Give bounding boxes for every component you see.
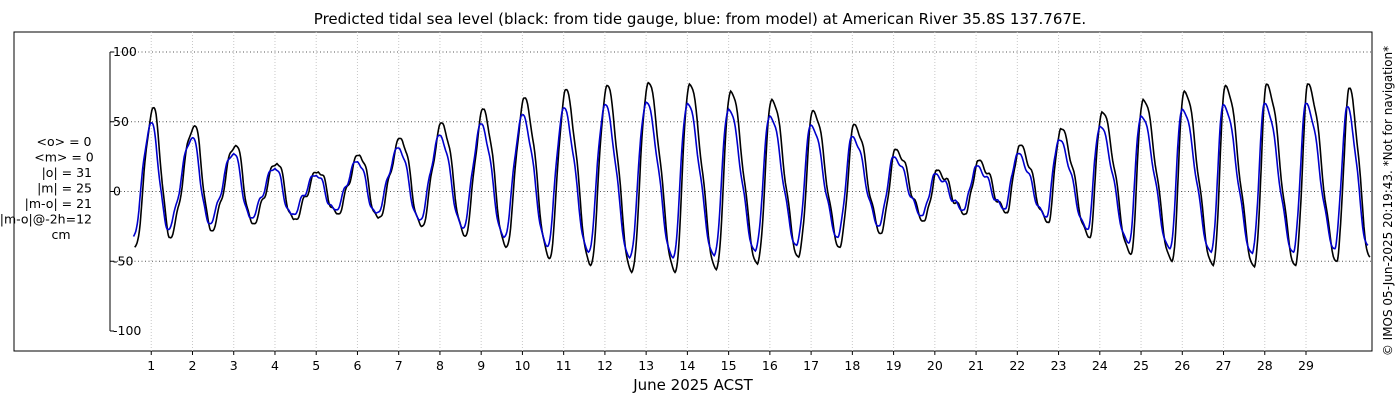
x-tick-label: 3 [230,358,238,373]
x-tick-label: 8 [436,358,444,373]
x-tick-label: 21 [968,358,984,373]
plot-lines [132,81,1371,274]
x-tick-label: 26 [1174,358,1190,373]
x-tick-label: 14 [679,358,695,373]
stat-line: |m-o| = 21 [25,196,92,211]
x-tick-label: 27 [1216,358,1232,373]
y-tick-label: 50 [113,114,129,129]
x-tick-label: 20 [927,358,943,373]
x-tick-label: 18 [844,358,860,373]
x-tick-label: 22 [1009,358,1025,373]
x-tick-label: 11 [556,358,572,373]
x-tick-label: 29 [1298,358,1314,373]
x-tick-label: 13 [638,358,654,373]
stat-line: |m-o|@-2h=12 [0,212,92,227]
x-tick-label: 1 [147,358,155,373]
grid-lines [110,32,1372,351]
statistics-panel: <o> = 0<m> = 0|o| = 31|m| = 25|m-o| = 21… [0,134,94,242]
stat-line: |o| = 31 [42,165,92,180]
x-tick-label: 25 [1133,358,1149,373]
x-tick-label: 16 [762,358,778,373]
series-line-model [132,101,1369,260]
axes: 1 2 3 4 5 6 7 8 9 10 11 12 13 14 15 16 17 18 19 20 21 22 23 24 2… [109,44,1314,373]
figure-frame [13,31,1373,352]
x-tick-label: 23 [1051,358,1067,373]
y-tick-label: -50 [113,253,133,268]
stat-line: |m| = 25 [37,181,92,196]
y-tick-label: 0 [113,184,121,199]
stat-line: <o> = 0 [37,134,92,149]
x-tick-label: 6 [353,358,361,373]
x-tick-label: 4 [271,358,279,373]
x-tick-label: 15 [721,358,737,373]
chart-title: Predicted tidal sea level (black: from t… [314,10,1086,28]
series-line-gauge [134,81,1371,274]
x-tick-label: 28 [1257,358,1273,373]
x-axis-label: June 2025 ACST [632,376,753,394]
x-tick-label: 10 [514,358,530,373]
stat-line: <m> = 0 [34,150,94,165]
copyright-credit: © IMOS 05-Jun-2025 20:19:43. *Not for na… [1381,46,1395,356]
x-tick-label: 19 [886,358,902,373]
x-tick-label: 24 [1092,358,1108,373]
y-tick-label: 100 [113,44,137,59]
x-tick-label: 17 [803,358,819,373]
x-tick-label: 7 [395,358,403,373]
x-tick-label: 5 [312,358,320,373]
x-tick-label: 9 [477,358,485,373]
x-tick-label: 2 [189,358,197,373]
y-tick-label: -100 [113,323,141,338]
stat-line: cm [51,227,70,242]
x-tick-label: 12 [597,358,613,373]
